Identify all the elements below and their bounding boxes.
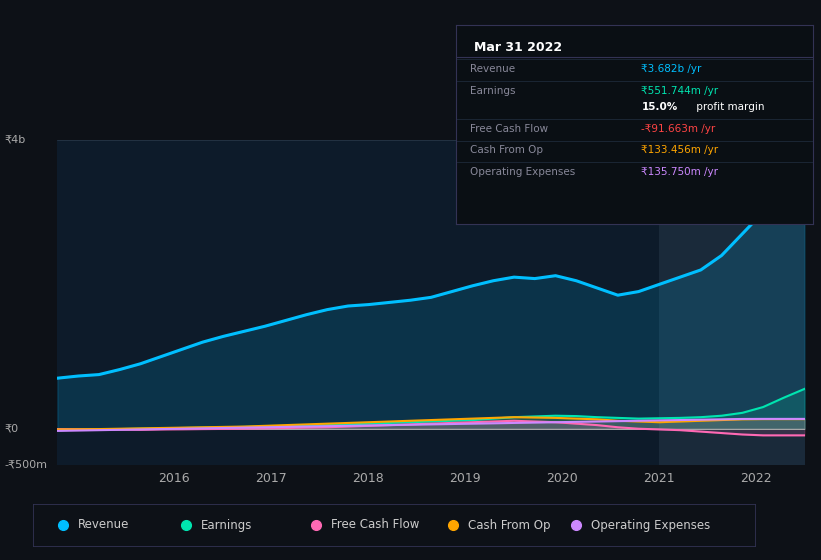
Bar: [659, 140, 821, 465]
Text: ₹133.456m /yr: ₹133.456m /yr: [641, 146, 718, 156]
Text: ₹4b: ₹4b: [4, 135, 25, 145]
Text: profit margin: profit margin: [693, 102, 764, 111]
Text: Earnings: Earnings: [470, 86, 516, 96]
Text: Cash From Op: Cash From Op: [470, 146, 543, 156]
Text: ₹551.744m /yr: ₹551.744m /yr: [641, 86, 718, 96]
Text: Mar 31 2022: Mar 31 2022: [474, 41, 562, 54]
Text: -₹500m: -₹500m: [4, 460, 47, 470]
Text: Cash From Op: Cash From Op: [468, 519, 550, 531]
Text: ₹0: ₹0: [4, 424, 18, 433]
Text: Revenue: Revenue: [470, 64, 515, 74]
Text: Earnings: Earnings: [200, 519, 252, 531]
Text: Free Cash Flow: Free Cash Flow: [470, 124, 548, 134]
Text: Operating Expenses: Operating Expenses: [470, 167, 576, 178]
Text: ₹135.750m /yr: ₹135.750m /yr: [641, 167, 718, 178]
Text: Free Cash Flow: Free Cash Flow: [331, 519, 419, 531]
Text: -₹91.663m /yr: -₹91.663m /yr: [641, 124, 716, 134]
Text: Revenue: Revenue: [78, 519, 129, 531]
Text: Operating Expenses: Operating Expenses: [590, 519, 710, 531]
Text: 15.0%: 15.0%: [641, 102, 677, 111]
Text: ₹3.682b /yr: ₹3.682b /yr: [641, 64, 702, 74]
